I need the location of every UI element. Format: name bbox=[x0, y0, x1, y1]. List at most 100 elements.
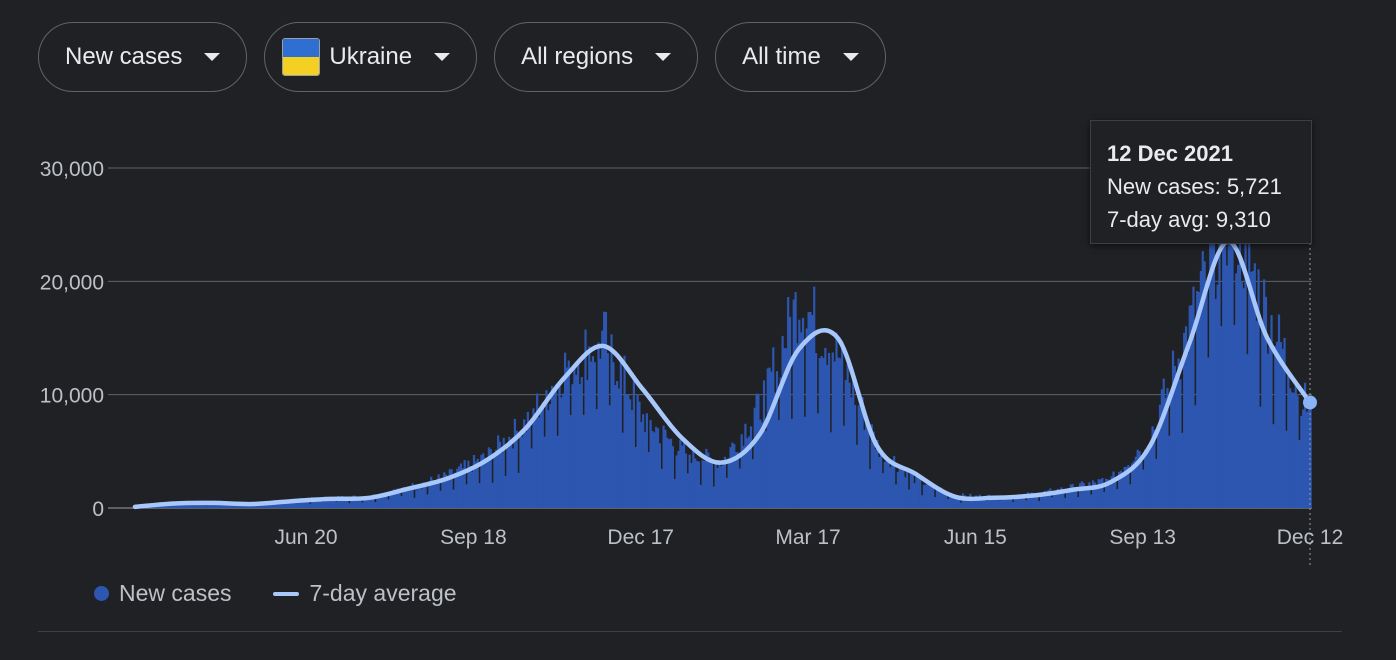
daily-cases-bar bbox=[1155, 458, 1158, 508]
country-label: Ukraine bbox=[329, 43, 413, 70]
daily-cases-bar bbox=[588, 346, 591, 508]
daily-cases-bar bbox=[305, 498, 308, 508]
daily-cases-bar bbox=[1134, 456, 1137, 508]
daily-cases-bar bbox=[867, 426, 870, 508]
daily-cases-bar bbox=[179, 505, 182, 508]
daily-cases-bar bbox=[1127, 465, 1130, 508]
daily-cases-bar bbox=[1309, 399, 1312, 508]
daily-cases-bar bbox=[887, 459, 890, 508]
daily-cases-bar bbox=[593, 362, 596, 508]
daily-cases-bar bbox=[697, 461, 701, 508]
daily-cases-bar bbox=[690, 462, 693, 508]
daily-cases-bar bbox=[1196, 291, 1199, 508]
daily-cases-bar bbox=[669, 438, 673, 508]
legend-new-cases-label[interactable]: New cases bbox=[119, 580, 232, 606]
daily-cases-bar bbox=[309, 503, 312, 508]
daily-cases-bar bbox=[788, 316, 792, 508]
daily-cases-bar bbox=[1246, 354, 1249, 508]
daily-cases-bar bbox=[383, 493, 386, 508]
daily-cases-bar bbox=[783, 348, 786, 508]
daily-cases-bar bbox=[580, 377, 583, 508]
daily-cases-bar bbox=[961, 493, 965, 508]
daily-cases-bar bbox=[545, 390, 548, 508]
daily-cases-bar bbox=[993, 498, 996, 508]
daily-cases-bar bbox=[710, 459, 714, 508]
daily-cases-bar bbox=[682, 442, 686, 508]
daily-cases-bar bbox=[707, 452, 710, 508]
daily-cases-bar bbox=[1197, 292, 1201, 508]
daily-cases-bar bbox=[1112, 471, 1115, 508]
daily-cases-bar bbox=[824, 347, 827, 508]
daily-cases-bar bbox=[1114, 480, 1117, 508]
daily-cases-bar bbox=[1307, 409, 1310, 508]
legend-avg-label[interactable]: 7-day average bbox=[309, 580, 457, 606]
legend-new-cases-swatch bbox=[94, 586, 109, 601]
daily-cases-bar bbox=[660, 468, 663, 508]
daily-cases-bar bbox=[604, 311, 608, 508]
daily-cases-bar bbox=[1164, 397, 1167, 508]
ukraine-flag-icon bbox=[282, 38, 321, 76]
daily-cases-bar bbox=[623, 355, 626, 508]
daily-cases-bar bbox=[643, 432, 647, 508]
daily-cases-bar bbox=[774, 392, 777, 508]
seven-day-average-line bbox=[132, 239, 1313, 510]
daily-cases-bar bbox=[1131, 463, 1134, 508]
daily-cases-bar bbox=[1270, 315, 1273, 508]
daily-cases-bar bbox=[329, 499, 332, 508]
daily-cases-bar bbox=[1093, 482, 1097, 508]
daily-cases-bar bbox=[1225, 265, 1229, 508]
daily-cases-bar bbox=[625, 394, 628, 508]
daily-cases-bar bbox=[770, 371, 773, 508]
daily-cases-bar bbox=[294, 499, 297, 508]
daily-cases-bar bbox=[569, 415, 572, 508]
daily-cases-bar bbox=[422, 482, 425, 508]
daily-cases-bar bbox=[456, 468, 459, 508]
daily-cases-bar bbox=[1017, 495, 1020, 508]
daily-cases-bar bbox=[803, 416, 807, 508]
daily-cases-bar bbox=[798, 319, 801, 508]
daily-cases-bar bbox=[833, 361, 836, 508]
daily-cases-bar bbox=[439, 490, 442, 508]
region-dropdown[interactable]: All regions bbox=[494, 22, 699, 92]
daily-cases-bar bbox=[671, 446, 675, 508]
x-tick-label: Jun 15 bbox=[944, 526, 1007, 549]
daily-cases-bar bbox=[186, 502, 189, 508]
country-dropdown[interactable]: Ukraine bbox=[264, 22, 478, 92]
daily-cases-bar bbox=[368, 497, 371, 508]
hover-point bbox=[1303, 395, 1317, 410]
daily-cases-bar bbox=[762, 380, 766, 508]
daily-cases-bar bbox=[699, 484, 702, 508]
daily-cases-bar bbox=[926, 480, 929, 508]
daily-cases-bar bbox=[954, 497, 957, 508]
daily-cases-bar bbox=[357, 497, 360, 508]
period-dropdown[interactable]: All time bbox=[715, 22, 886, 92]
daily-cases-bar bbox=[409, 490, 412, 508]
daily-cases-bar bbox=[738, 468, 741, 508]
daily-cases-bar bbox=[441, 477, 444, 508]
daily-cases-bar bbox=[995, 498, 998, 508]
daily-cases-bar bbox=[967, 497, 970, 508]
daily-cases-bar bbox=[805, 328, 808, 508]
daily-cases-bar bbox=[1302, 409, 1305, 508]
daily-cases-bar bbox=[389, 492, 392, 508]
x-tick-label: Sep 13 bbox=[1109, 526, 1176, 549]
x-tick-label: Sep 18 bbox=[440, 526, 507, 549]
daily-cases-bar bbox=[398, 490, 401, 508]
daily-cases-bar bbox=[589, 361, 593, 508]
daily-cases-bar bbox=[424, 483, 427, 508]
daily-cases-bar bbox=[1160, 389, 1163, 508]
daily-cases-bar bbox=[301, 501, 305, 508]
metric-dropdown[interactable]: New cases bbox=[38, 22, 248, 92]
daily-cases-bar bbox=[539, 408, 543, 508]
daily-cases-bar bbox=[528, 424, 531, 508]
daily-cases-bar bbox=[391, 494, 394, 508]
daily-cases-bar bbox=[1034, 492, 1037, 508]
daily-cases-bar bbox=[558, 383, 561, 508]
daily-cases-bar bbox=[772, 347, 775, 508]
daily-cases-bar bbox=[1104, 478, 1108, 508]
daily-cases-bar bbox=[482, 453, 485, 508]
daily-cases-bar bbox=[320, 499, 323, 508]
daily-cases-bar bbox=[1274, 345, 1277, 508]
daily-cases-bar bbox=[498, 441, 502, 508]
